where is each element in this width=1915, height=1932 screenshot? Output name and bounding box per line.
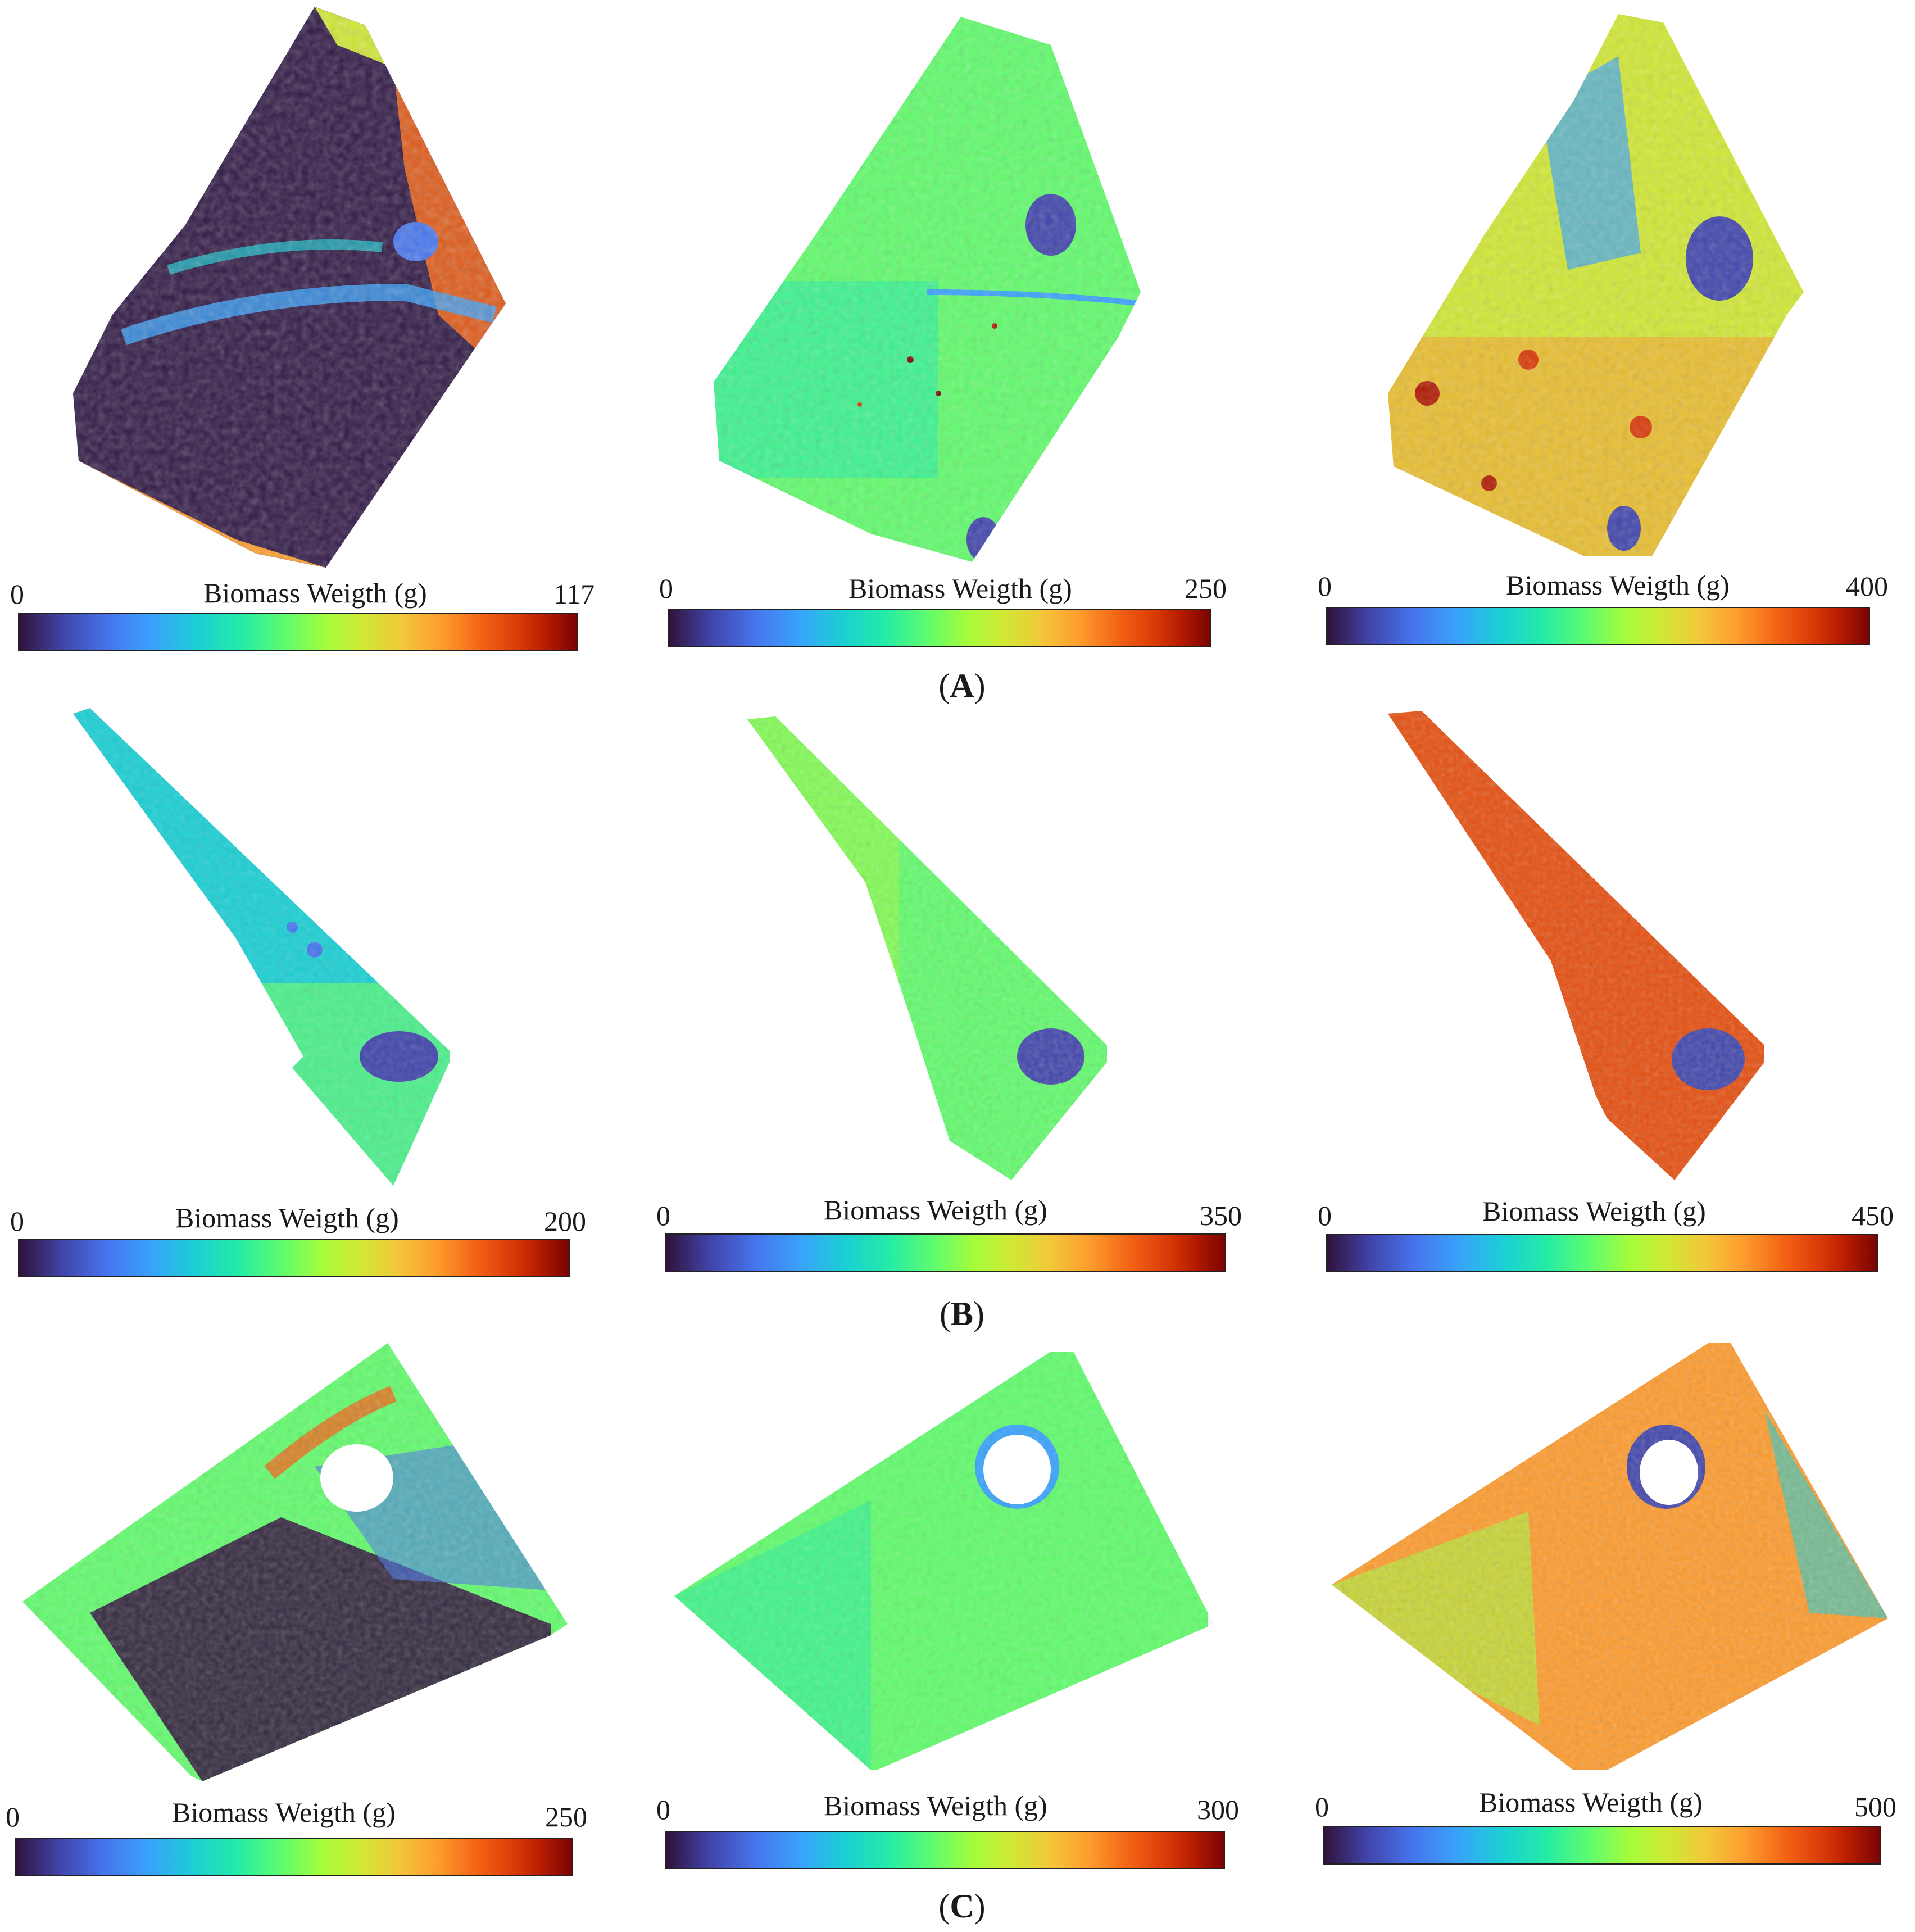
biomass-map-c2 xyxy=(674,1352,1208,1770)
colorbar-min-b1: 0 xyxy=(10,1205,24,1237)
colorbar-c3 xyxy=(1323,1826,1881,1865)
biomass-map-a3 xyxy=(1388,14,1804,556)
colorbar-title-b2: Biomass Weigth (g) xyxy=(824,1194,1047,1226)
biomass-map-a1 xyxy=(73,7,506,568)
biomass-map-a2 xyxy=(714,17,1141,562)
colorbar-min-b2: 0 xyxy=(656,1200,670,1231)
colorbar-b3 xyxy=(1326,1234,1878,1272)
colorbar-max-b1: 200 xyxy=(544,1205,586,1237)
biomass-map-b1 xyxy=(73,708,450,1186)
colorbar-a3 xyxy=(1326,607,1870,645)
colorbar-min-b3: 0 xyxy=(1318,1200,1332,1231)
colorbar-c2 xyxy=(665,1831,1225,1869)
colorbar-max-a2: 250 xyxy=(1185,573,1227,604)
biomass-map-c3 xyxy=(1332,1343,1888,1770)
colorbar-max-c1: 250 xyxy=(545,1801,587,1833)
colorbar-max-b2: 350 xyxy=(1200,1200,1242,1231)
colorbar-title-a2: Biomass Weigth (g) xyxy=(848,573,1072,604)
colorbar-min-a1: 0 xyxy=(10,578,24,610)
row-label-a: (A) xyxy=(938,667,986,704)
colorbar-min-a3: 0 xyxy=(1318,570,1332,602)
colorbar-title-a1: Biomass Weigth (g) xyxy=(203,577,427,609)
colorbar-title-b3: Biomass Weigth (g) xyxy=(1482,1195,1706,1227)
colorbar-min-c1: 0 xyxy=(6,1801,20,1833)
colorbar-title-b1: Biomass Weigth (g) xyxy=(175,1202,399,1233)
colorbar-min-c3: 0 xyxy=(1315,1791,1329,1822)
colorbar-title-c2: Biomass Weigth (g) xyxy=(824,1790,1047,1821)
colorbar-min-c2: 0 xyxy=(656,1794,670,1825)
colorbar-max-b3: 450 xyxy=(1852,1200,1894,1231)
colorbar-c1 xyxy=(15,1838,573,1876)
colorbar-a1 xyxy=(18,613,578,651)
colorbar-max-a3: 400 xyxy=(1846,570,1888,602)
biomass-map-c1 xyxy=(22,1343,568,1781)
biomass-map-b3 xyxy=(1388,711,1764,1180)
colorbar-max-c3: 500 xyxy=(1854,1791,1896,1822)
colorbar-title-c1: Biomass Weigth (g) xyxy=(172,1797,396,1828)
colorbar-min-a2: 0 xyxy=(659,573,673,604)
biomass-map-b2 xyxy=(747,716,1107,1180)
colorbar-a2 xyxy=(668,609,1211,647)
row-label-b: (B) xyxy=(940,1295,984,1332)
colorbar-b2 xyxy=(665,1233,1226,1272)
colorbar-b1 xyxy=(18,1239,570,1277)
colorbar-title-c3: Biomass Weigth (g) xyxy=(1479,1786,1703,1818)
colorbar-max-a1: 117 xyxy=(553,578,595,610)
colorbar-title-a3: Biomass Weigth (g) xyxy=(1506,569,1730,601)
row-label-c: (C) xyxy=(938,1888,986,1925)
colorbar-max-c2: 300 xyxy=(1197,1794,1239,1825)
